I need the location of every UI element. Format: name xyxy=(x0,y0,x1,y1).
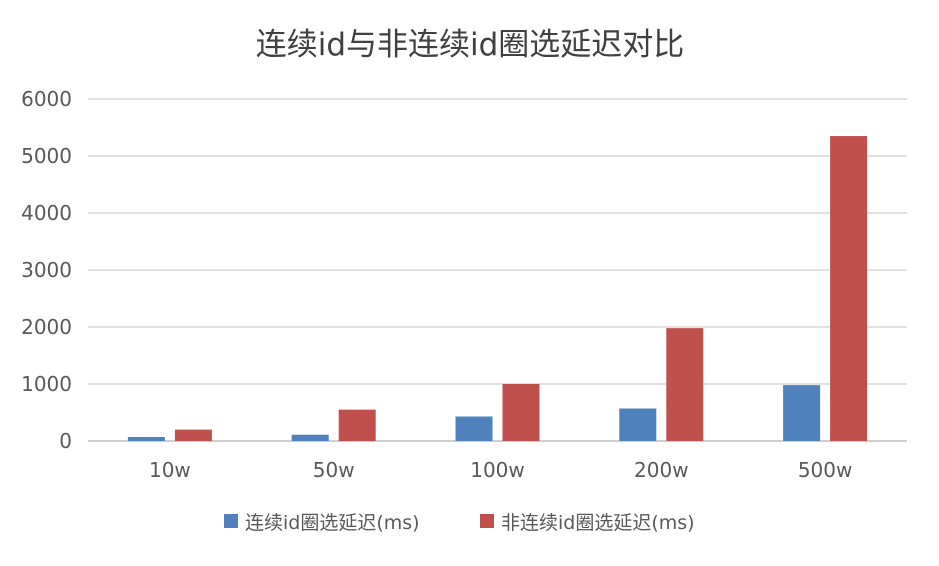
bar-contiguous-200w xyxy=(619,408,657,441)
bar-noncontiguous-10w xyxy=(174,429,212,441)
legend-label: 非连续id圈选延迟(ms) xyxy=(501,512,695,534)
legend-label: 连续id圈选延迟(ms) xyxy=(245,512,420,534)
bar-noncontiguous-200w xyxy=(666,328,704,441)
chart-title: 连续id与非连续id圈选延迟对比 xyxy=(256,27,685,63)
bar-contiguous-10w xyxy=(127,437,165,441)
bar-noncontiguous-50w xyxy=(338,409,376,441)
y-tick-label: 6000 xyxy=(21,87,72,111)
y-tick-label: 3000 xyxy=(21,258,72,282)
x-tick-label: 10w xyxy=(149,458,191,482)
y-tick-label: 2000 xyxy=(21,315,72,339)
x-tick-label: 50w xyxy=(313,458,355,482)
x-tick-label: 500w xyxy=(798,458,853,482)
y-tick-label: 5000 xyxy=(21,144,72,168)
bar-noncontiguous-500w xyxy=(830,136,868,442)
x-axis-tick-labels: 10w 50w 100w 200w 500w xyxy=(149,458,852,482)
bar-noncontiguous-100w xyxy=(502,384,540,441)
y-tick-label: 0 xyxy=(59,429,72,453)
bars xyxy=(127,136,868,442)
y-tick-label: 1000 xyxy=(21,372,72,396)
bar-contiguous-50w xyxy=(291,434,329,441)
y-tick-label: 4000 xyxy=(21,201,72,225)
legend-swatch xyxy=(224,514,238,528)
x-tick-label: 100w xyxy=(470,458,525,482)
x-tick-label: 200w xyxy=(634,458,689,482)
legend-swatch xyxy=(480,514,494,528)
legend: 连续id圈选延迟(ms) 非连续id圈选延迟(ms) xyxy=(224,512,695,534)
bar-contiguous-500w xyxy=(783,385,821,441)
y-axis-tick-labels: 0 1000 2000 3000 4000 5000 6000 xyxy=(21,87,72,453)
bar-contiguous-100w xyxy=(455,416,493,441)
gridlines xyxy=(88,98,907,442)
